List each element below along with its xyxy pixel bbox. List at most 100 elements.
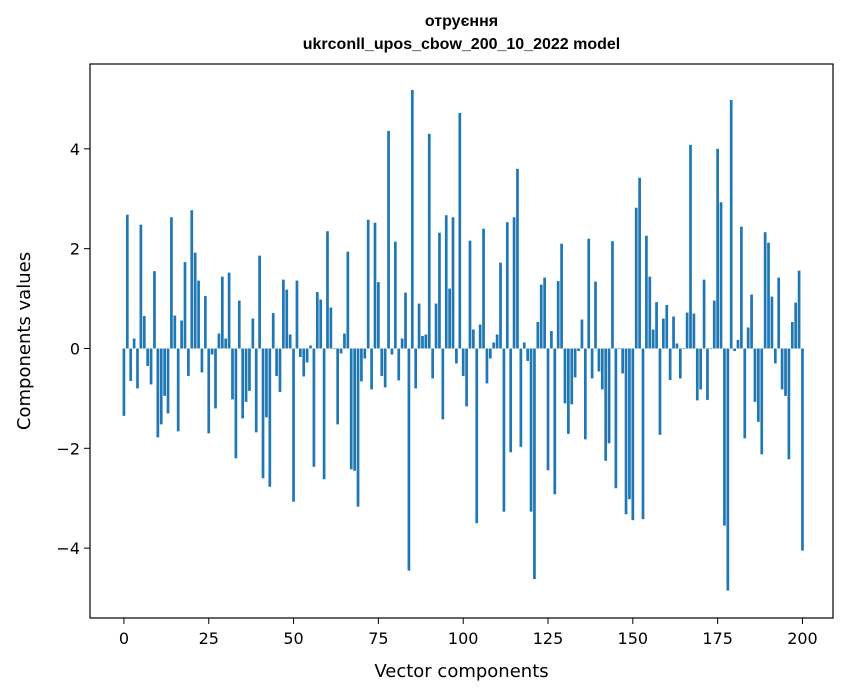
bar xyxy=(716,148,719,349)
bar xyxy=(251,318,255,349)
bar xyxy=(431,348,435,379)
bar xyxy=(393,241,397,349)
bar xyxy=(594,281,597,349)
bar xyxy=(220,276,224,349)
bar xyxy=(282,279,285,349)
x-tick-label: 50 xyxy=(283,629,303,648)
bar xyxy=(326,231,329,349)
bar xyxy=(689,144,692,349)
bar xyxy=(624,348,628,515)
bar xyxy=(142,316,146,349)
bar xyxy=(275,348,278,376)
bar xyxy=(377,282,380,349)
bar xyxy=(651,329,655,349)
bar xyxy=(336,348,340,425)
y-tick-label: 2 xyxy=(70,240,80,259)
y-tick-label: −4 xyxy=(56,539,80,558)
bar xyxy=(784,348,787,396)
bar xyxy=(214,348,217,409)
bar xyxy=(292,348,295,502)
bar xyxy=(794,302,798,349)
bar xyxy=(505,222,509,349)
bar xyxy=(458,112,462,349)
bar xyxy=(560,243,563,349)
bar xyxy=(207,348,211,434)
bar xyxy=(407,348,411,571)
bar xyxy=(465,348,468,407)
bar xyxy=(492,342,496,349)
bar xyxy=(346,251,350,349)
bar xyxy=(373,222,377,349)
bar xyxy=(438,232,441,349)
bar xyxy=(421,336,424,349)
bar xyxy=(797,270,801,349)
bar xyxy=(757,348,760,422)
bar xyxy=(567,348,570,434)
y-axis-ticks: −4 −2 0 2 4 xyxy=(56,140,90,558)
bar xyxy=(153,271,156,349)
bar xyxy=(767,242,770,349)
bar xyxy=(485,348,489,384)
bar xyxy=(183,262,187,349)
bar xyxy=(197,280,200,349)
x-tick-label: 200 xyxy=(787,629,818,648)
bar xyxy=(383,348,387,388)
bar xyxy=(173,315,177,349)
bar xyxy=(668,348,672,380)
bars-group xyxy=(122,89,804,591)
bar xyxy=(770,296,774,349)
bar xyxy=(590,348,594,379)
bar xyxy=(380,348,384,376)
y-axis-label: Components values xyxy=(14,252,35,430)
bar xyxy=(790,322,794,349)
y-tick-label: 4 xyxy=(70,140,80,159)
bar xyxy=(319,299,323,349)
bar xyxy=(295,280,299,349)
bar xyxy=(472,329,475,349)
bar xyxy=(699,348,703,390)
bar xyxy=(187,348,190,376)
bar xyxy=(780,348,784,390)
bar xyxy=(753,348,757,402)
bar xyxy=(404,292,407,349)
bar xyxy=(665,305,669,349)
bar xyxy=(231,348,234,400)
bar xyxy=(146,348,150,366)
bar xyxy=(550,331,553,349)
bar xyxy=(611,241,614,349)
bar xyxy=(631,348,635,521)
bar xyxy=(366,219,370,349)
bar xyxy=(203,296,207,349)
bar xyxy=(302,348,306,377)
bar xyxy=(533,348,536,580)
x-tick-label: 0 xyxy=(119,629,129,648)
y-tick-label: −2 xyxy=(56,439,80,458)
bar xyxy=(580,319,584,349)
bar xyxy=(712,300,716,349)
bar xyxy=(563,348,567,404)
chart-title: отруєння xyxy=(424,13,499,30)
bar xyxy=(343,333,346,349)
bar xyxy=(241,348,245,419)
bar xyxy=(750,294,753,349)
x-tick-label: 100 xyxy=(448,629,479,648)
bar xyxy=(706,348,709,400)
bar xyxy=(777,277,781,349)
bar xyxy=(139,224,143,349)
bar xyxy=(543,277,546,349)
bar xyxy=(332,348,336,350)
bar xyxy=(271,313,275,349)
bar xyxy=(200,348,204,373)
bar xyxy=(628,348,631,500)
bar xyxy=(529,348,533,512)
bar xyxy=(193,252,197,349)
bar xyxy=(729,99,733,349)
bar xyxy=(583,348,587,440)
x-axis-ticks: 0 25 50 75 100 125 150 175 200 xyxy=(119,618,818,648)
bar xyxy=(634,207,638,349)
bar xyxy=(709,348,713,350)
bar xyxy=(736,340,740,349)
bar xyxy=(658,348,662,435)
bar xyxy=(424,334,428,349)
bar xyxy=(390,348,394,355)
